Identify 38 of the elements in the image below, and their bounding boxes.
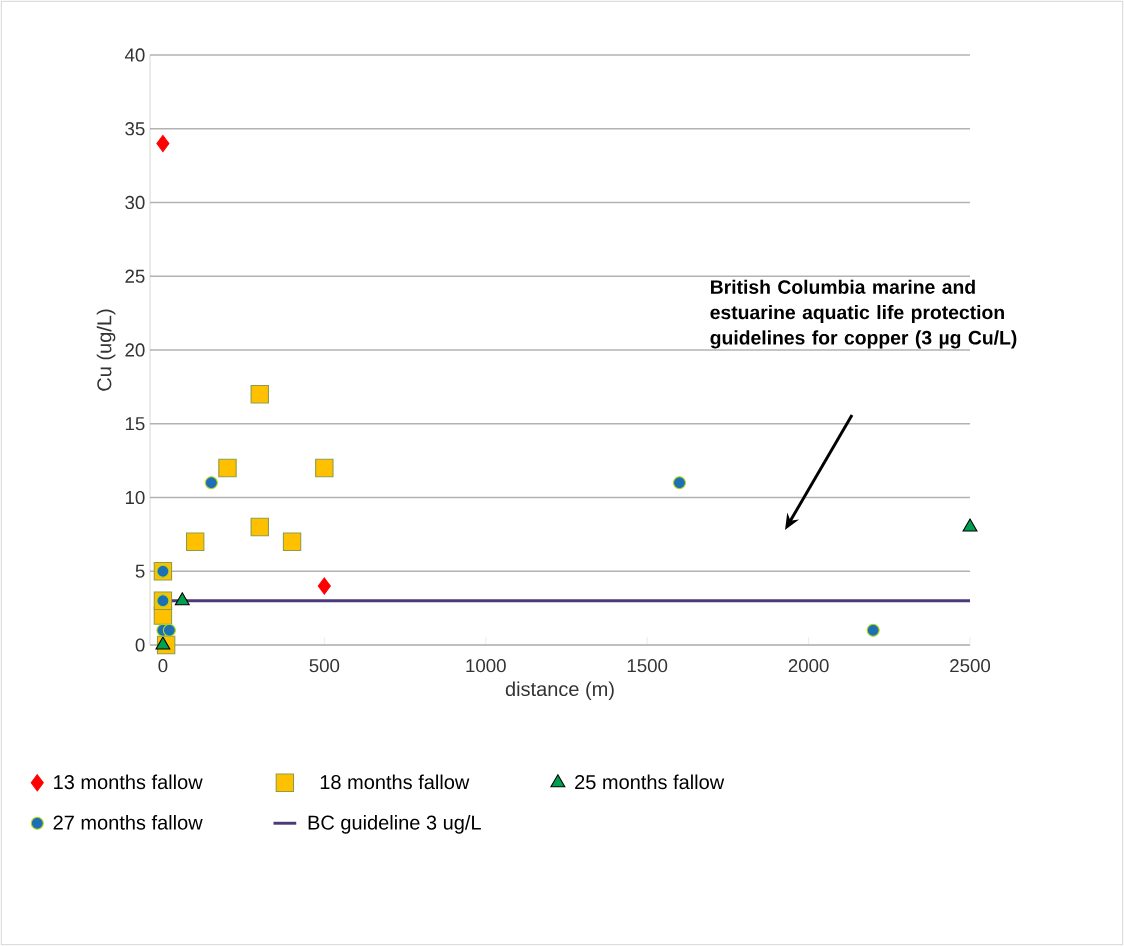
x-axis-title: distance (m) (505, 681, 614, 701)
point (185, 532, 205, 551)
point (250, 517, 269, 537)
point (866, 623, 880, 637)
point (962, 518, 978, 532)
y-tick-label: 20 (125, 343, 145, 357)
point (156, 134, 170, 153)
point (250, 385, 269, 404)
x-tick-label: 2000 (788, 659, 829, 673)
y-tick-label: 40 (124, 48, 145, 62)
y-tick-label: 15 (125, 417, 145, 431)
y-tick-label: 10 (125, 490, 145, 505)
y-tick-label: 30 (125, 195, 145, 210)
y-tick-label: 25 (125, 269, 145, 283)
x-tick-label: 1500 (627, 659, 668, 673)
legend-label: 18 months fallow (320, 774, 470, 790)
point (315, 458, 334, 478)
point (204, 476, 218, 490)
y-tick-label: 35 (125, 122, 145, 136)
x-tick-label: 1000 (466, 659, 506, 673)
x-tick-label: 0 (158, 659, 168, 673)
x-tick-label: 2500 (950, 659, 991, 673)
legend-label: 25 months fallow (575, 774, 725, 790)
point (174, 592, 190, 606)
annotation: British Columbia marine and estuarine aquatic life protection guidelines for copper (3 µg Cu/L) (710, 279, 1017, 349)
point (672, 476, 686, 490)
legend-label: BC guideline 3 ug/L (308, 815, 481, 834)
legend-label: 27 months fallow (53, 815, 203, 830)
point (162, 623, 176, 637)
point (282, 532, 302, 551)
x-tick-label: 500 (309, 659, 340, 673)
point (218, 458, 237, 478)
legend-label: 13 months fallow (54, 774, 203, 790)
y-tick-label: 5 (135, 564, 145, 578)
y-tick-label: 0 (135, 638, 145, 652)
point (317, 577, 331, 595)
y-axis-title: Cu (ug/L) (96, 309, 116, 391)
point (155, 636, 171, 650)
